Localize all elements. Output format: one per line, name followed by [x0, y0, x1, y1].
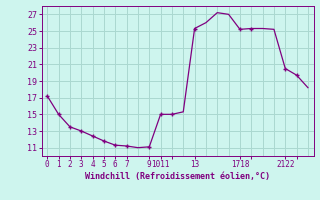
X-axis label: Windchill (Refroidissement éolien,°C): Windchill (Refroidissement éolien,°C)	[85, 172, 270, 181]
